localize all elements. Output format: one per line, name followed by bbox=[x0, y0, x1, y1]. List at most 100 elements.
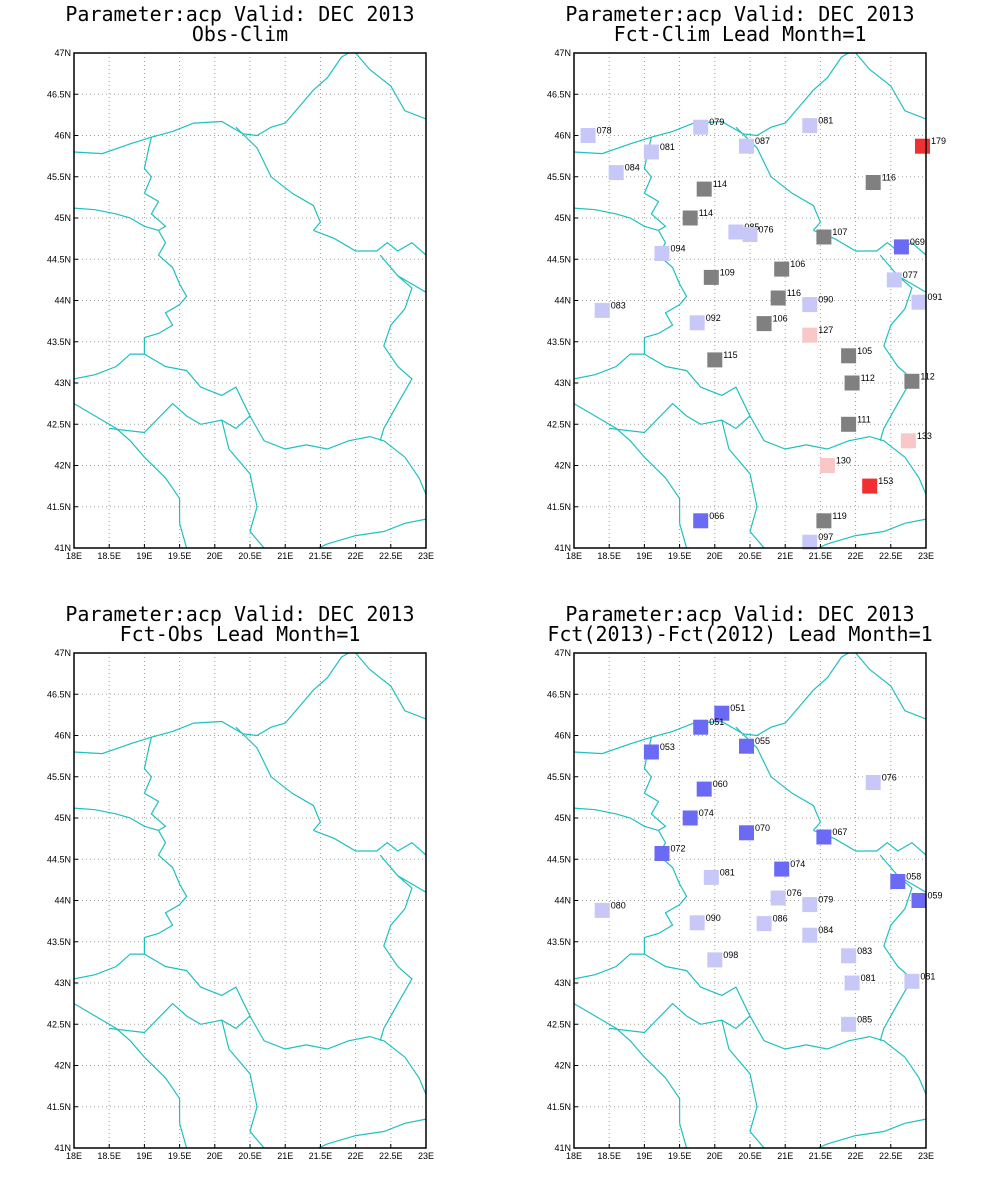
y-tick-label: 46N bbox=[554, 731, 571, 741]
station-value-label: 086 bbox=[773, 914, 788, 924]
country-borders bbox=[574, 653, 926, 1148]
station-value-label: 153 bbox=[878, 476, 893, 486]
x-tick-label: 20E bbox=[207, 1151, 223, 1161]
border-line bbox=[397, 875, 426, 893]
border-line bbox=[109, 353, 251, 434]
x-tick-label: 23E bbox=[418, 1151, 434, 1161]
map-panel-fct-diff: Parameter:acp Valid: DEC 2013 Fct(2013)-… bbox=[500, 600, 980, 1180]
x-tick-label: 18E bbox=[66, 1151, 82, 1161]
border-line bbox=[74, 207, 159, 231]
station-value-label: 091 bbox=[928, 292, 943, 302]
border-line bbox=[404, 1056, 426, 1095]
map-panel-obs-clim: Parameter:acp Valid: DEC 2013 Obs-Clim 1… bbox=[0, 0, 480, 580]
station-value-label: 114 bbox=[713, 179, 727, 189]
station-marker bbox=[703, 869, 719, 885]
station-marker bbox=[654, 846, 670, 861]
station-marker bbox=[703, 269, 719, 285]
border-line bbox=[379, 854, 413, 1041]
y-tick-label: 43N bbox=[54, 978, 71, 988]
y-tick-label: 46.5N bbox=[47, 89, 71, 99]
border-line bbox=[143, 137, 167, 231]
country-borders bbox=[74, 53, 426, 548]
station-marker bbox=[739, 138, 754, 154]
station-value-label: 106 bbox=[773, 314, 788, 324]
x-tick-label: 18.5E bbox=[97, 1151, 121, 1161]
y-tick-label: 43N bbox=[554, 978, 571, 988]
border-line bbox=[735, 726, 822, 831]
station-value-label: 098 bbox=[723, 950, 738, 960]
station-value-label: 083 bbox=[857, 946, 872, 956]
border-line bbox=[74, 403, 181, 524]
map-plot: 18E 18.5E 19E 19.5E 20E 20.5E 21E 21.5E 22E 22.5E… bbox=[47, 48, 434, 561]
x-tick-label: 20.5E bbox=[238, 551, 262, 561]
map-plot: 0780790810810871790841141161140850761070… bbox=[547, 48, 946, 561]
x-tick-label: 23E bbox=[918, 551, 934, 561]
border-line bbox=[264, 1118, 426, 1148]
station-marker bbox=[862, 478, 878, 494]
station-value-label: 083 bbox=[611, 300, 626, 310]
station-value-label: 116 bbox=[882, 173, 896, 183]
x-tick-label: 21.5E bbox=[309, 551, 333, 561]
station-value-label: 051 bbox=[709, 717, 724, 727]
station-marker bbox=[608, 165, 624, 181]
station-marker bbox=[682, 810, 698, 826]
y-tick-label: 41N bbox=[54, 1143, 71, 1153]
station-marker bbox=[802, 327, 818, 343]
station-marker bbox=[911, 294, 927, 310]
y-tick-label: 43N bbox=[554, 378, 571, 388]
x-tick-label: 21.5E bbox=[809, 551, 833, 561]
x-tick-label: 20E bbox=[707, 1151, 723, 1161]
station-marker bbox=[654, 246, 670, 261]
station-marker bbox=[819, 458, 835, 473]
y-tick-label: 44.5N bbox=[547, 854, 571, 864]
station-marker bbox=[911, 893, 927, 908]
x-tick-label: 22.5E bbox=[379, 1151, 403, 1161]
station-value-label: 074 bbox=[699, 808, 714, 818]
station-value-label: 114 bbox=[699, 208, 713, 218]
border-line bbox=[855, 653, 926, 720]
border-line bbox=[355, 653, 426, 720]
station-value-label: 079 bbox=[709, 117, 724, 127]
border-line bbox=[813, 229, 926, 256]
station-marker bbox=[865, 775, 881, 790]
y-tick-label: 41.5N bbox=[47, 1102, 71, 1112]
station-marker bbox=[816, 229, 832, 245]
border-line bbox=[574, 207, 659, 231]
y-tick-label: 44N bbox=[54, 296, 71, 306]
station-value-label: 092 bbox=[706, 313, 721, 323]
border-line bbox=[249, 1015, 406, 1058]
panel-title: Parameter:acp Valid: DEC 2013 bbox=[565, 602, 915, 626]
y-tick-label: 47N bbox=[54, 48, 71, 58]
station-marker bbox=[841, 948, 857, 964]
station-marker bbox=[682, 210, 698, 226]
panel-title: Parameter:acp Valid: DEC 2013 bbox=[65, 2, 415, 26]
station-value-label: 130 bbox=[836, 456, 851, 466]
station-value-label: 077 bbox=[903, 270, 918, 280]
x-tick-label: 18E bbox=[566, 551, 582, 561]
y-tick-label: 43.5N bbox=[547, 937, 571, 947]
x-tick-label: 19.5E bbox=[668, 1151, 692, 1161]
x-tick-label: 21E bbox=[277, 1151, 293, 1161]
panel-subtitle: Fct(2013)-Fct(2012) Lead Month=1 bbox=[547, 622, 933, 646]
station-value-label: 107 bbox=[832, 227, 847, 237]
station-value-label: 105 bbox=[857, 346, 872, 356]
x-tick-label: 20.5E bbox=[238, 1151, 262, 1161]
border-line bbox=[264, 518, 426, 548]
station-value-label: 116 bbox=[787, 288, 801, 298]
station-value-label: 080 bbox=[611, 900, 626, 910]
map-panel-fct-clim: Parameter:acp Valid: DEC 2013 Fct-Clim L… bbox=[500, 0, 980, 580]
station-marker bbox=[802, 927, 818, 943]
y-tick-label: 42.5N bbox=[547, 419, 571, 429]
station-value-label: 112 bbox=[920, 371, 934, 381]
station-marker bbox=[774, 861, 790, 877]
x-tick-label: 23E bbox=[918, 1151, 934, 1161]
border-line bbox=[143, 830, 188, 955]
border-line bbox=[221, 1019, 265, 1148]
station-value-label: 055 bbox=[755, 736, 770, 746]
border-line bbox=[574, 1003, 681, 1124]
x-tick-label: 22.5E bbox=[879, 1151, 903, 1161]
station-value-label: 084 bbox=[625, 163, 640, 173]
station-marker bbox=[742, 227, 758, 242]
border-line bbox=[143, 230, 188, 355]
border-line bbox=[574, 403, 681, 524]
